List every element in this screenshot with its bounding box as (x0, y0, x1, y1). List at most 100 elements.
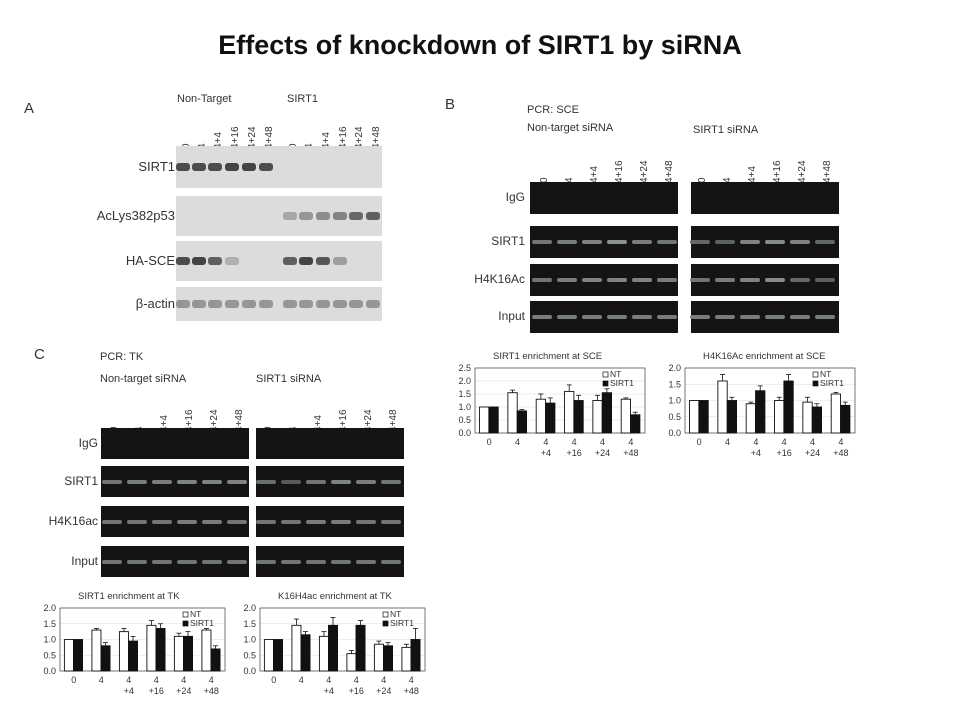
chart-0-bar-NT-0 (479, 406, 490, 434)
chart-2-legend-label-1: SIRT1 (190, 618, 214, 628)
chart-1-xtick-2: 4 (753, 437, 758, 447)
chart-0-bar-NT-3 (564, 390, 575, 434)
panelC-gel-band (102, 519, 122, 524)
panelC-gel-band (256, 479, 276, 484)
panelC-gel-band (152, 559, 172, 564)
chart-2-bar-NT-2 (118, 631, 129, 672)
chart-3-bar-SIRT1-0 (273, 639, 283, 672)
chart-3-bar-NT-2 (318, 635, 329, 672)
panelB-lane-label-1-4: 4+24 (797, 160, 808, 183)
panelC-gel-band (127, 519, 147, 524)
panelB-lane-label-1-2: 4+4 (747, 166, 758, 183)
chart-0-xtick-5: +48 (623, 448, 638, 458)
panelB-gel-band (607, 315, 627, 319)
panel-a-band (259, 300, 273, 308)
chart-0-title: SIRT1 enrichment at SCE (493, 351, 602, 362)
chart-2-bar-SIRT1-1 (100, 645, 111, 672)
panelB-gel-band (557, 240, 577, 244)
chart-2-legend-swatch-1 (182, 620, 189, 627)
panelC-gel-band (381, 559, 401, 564)
chart-2-bar-SIRT1-5 (210, 648, 221, 672)
panel-a-band (283, 300, 297, 308)
chart-1-xtick-3: 4 (782, 437, 787, 447)
panelB-gel-band (815, 240, 835, 244)
panel-a-band (349, 212, 363, 220)
chart-2-xtick-3: 4 (154, 675, 159, 685)
panelB-row-label-0: IgG (505, 190, 525, 204)
panelB-gel-strip-3-0 (530, 301, 678, 333)
panel-a-row-label-1: AcLys382p53 (96, 208, 175, 223)
panel-a-band (333, 300, 347, 308)
panel-a-band (225, 163, 239, 171)
chart-3-bar-SIRT1-5 (410, 639, 421, 672)
panelC-gel-strip-3-0 (101, 546, 249, 577)
panelC-gel-band (306, 479, 326, 484)
chart-2-bar-SIRT1-3 (155, 628, 166, 672)
chart-1-xtick-0: 0 (697, 437, 702, 447)
panel-a-band (208, 163, 222, 171)
bar-chart-svg-1: H4K16Ac enrichment at SCE 0.0 0.5 1.0 1.5 2.0… (668, 351, 856, 458)
chart-1-legend-label-1: SIRT1 (820, 378, 844, 388)
chart-3-bar-NT-5 (401, 646, 412, 672)
panel-a-row-label-2: HA-SCE (125, 253, 175, 268)
panelC-gel-band (356, 519, 376, 524)
panel-a-band (366, 212, 380, 220)
panelC-gel-band (356, 479, 376, 484)
bar-chart-1: H4K16Ac enrichment at SCE 0.0 0.5 1.0 1.5 2.0… (655, 348, 860, 466)
panelB-lane-label-0-4: 4+24 (639, 160, 650, 183)
chart-1-bar-SIRT1-1 (726, 400, 738, 434)
panelC-gel-strip-0-0 (101, 428, 249, 459)
panelC-gel-band (356, 559, 376, 564)
chart-1-bar-SIRT1-3 (783, 380, 794, 434)
chart-0-xtick-2: 4 (543, 437, 548, 447)
panelC-gel-band (256, 519, 276, 524)
chart-2-xtick-1: 4 (99, 675, 104, 685)
panel-c-pcr-label: PCR: TK (100, 351, 144, 363)
panelB-gel-band (690, 278, 710, 282)
panelC-gel-band (202, 479, 222, 484)
panelB-gel-band (582, 315, 602, 319)
chart-2-bar-NT-5 (201, 629, 212, 672)
chart-1-xtick-3: +16 (777, 448, 792, 458)
chart-0-bar-NT-1 (507, 392, 518, 434)
chart-2-ytick-2: 1.0 (43, 635, 56, 645)
panelC-gel-strip-2-0 (101, 506, 249, 537)
panelB-gel-band (690, 240, 710, 244)
panel-a-blot-strip-0 (176, 146, 382, 188)
chart-3-bar-NT-1 (291, 624, 302, 672)
panel-a-band (225, 300, 239, 308)
chart-0-xtick-3: 4 (572, 437, 577, 447)
chart-3-title: K16H4ac enrichment at TK (278, 591, 393, 602)
panelB-lane-label-0-5: 4+48 (664, 160, 675, 183)
panelC-gel-band (227, 479, 247, 484)
chart-1-xtick-2: +4 (751, 448, 761, 458)
panelC-gel-strip-3-1 (256, 546, 404, 577)
panel-a-band (299, 257, 313, 265)
chart-2-legend-label-0: NT (190, 609, 201, 619)
chart-0-xtick-1: 4 (515, 437, 520, 447)
chart-1-bar-NT-3 (774, 400, 785, 434)
panelC-gel-band (227, 519, 247, 524)
chart-3-bar-NT-3 (346, 653, 357, 672)
panelB-gel-band (790, 315, 810, 319)
panelB-gel-band (632, 240, 652, 244)
panelB-gel-strip-2-0 (530, 264, 678, 296)
panel-c-group-sirt1: SIRT1 siRNA (256, 373, 322, 385)
panelC-gel-band (331, 559, 351, 564)
chart-0-ytick-1: 0.5 (458, 415, 471, 425)
chart-1-xtick-5: +48 (833, 448, 848, 458)
panelC-row-label-2: H4K16ac (48, 513, 98, 528)
chart-3-legend-label-0: NT (390, 609, 401, 619)
chart-3-ytick-0: 0.0 (243, 666, 256, 676)
panel-b-letter: B (445, 96, 456, 113)
panelC-gel-band (281, 479, 301, 484)
panelB-gel-band (657, 278, 677, 282)
panel-c-group-nontarget: Non-target siRNA (100, 373, 187, 385)
panelB-row-label-3: Input (498, 309, 525, 323)
panelC-gel-band (177, 559, 197, 564)
panel-a-band (225, 257, 239, 265)
chart-3-bar-SIRT1-2 (328, 624, 338, 672)
panel-a-band (333, 257, 347, 265)
panelB-gel-band (715, 240, 735, 244)
panelC-row-label-1: SIRT1 (64, 473, 98, 488)
